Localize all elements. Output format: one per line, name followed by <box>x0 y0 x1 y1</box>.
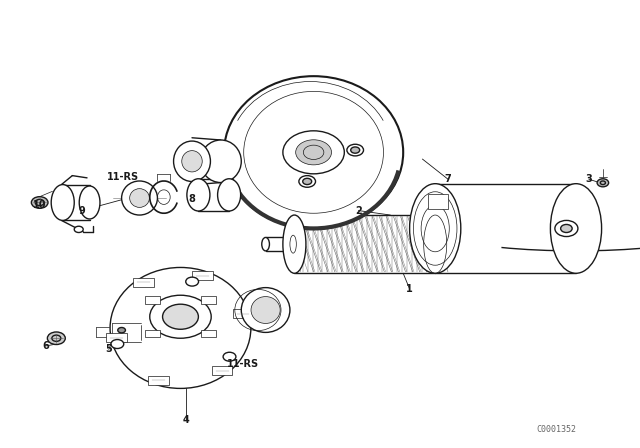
Text: 9: 9 <box>79 206 85 215</box>
Ellipse shape <box>110 267 251 388</box>
Ellipse shape <box>130 189 149 207</box>
Circle shape <box>299 176 316 187</box>
Text: 10: 10 <box>33 200 47 210</box>
FancyBboxPatch shape <box>193 271 213 280</box>
Ellipse shape <box>251 297 280 323</box>
Ellipse shape <box>79 186 100 219</box>
FancyBboxPatch shape <box>145 330 160 337</box>
Circle shape <box>347 144 364 156</box>
Ellipse shape <box>410 184 461 273</box>
Circle shape <box>303 178 312 185</box>
Ellipse shape <box>262 237 269 251</box>
Text: 6: 6 <box>43 341 49 351</box>
Ellipse shape <box>182 151 202 172</box>
Ellipse shape <box>187 179 210 211</box>
Circle shape <box>47 332 65 345</box>
Ellipse shape <box>122 181 157 215</box>
Ellipse shape <box>218 179 241 211</box>
Ellipse shape <box>51 185 74 220</box>
Ellipse shape <box>224 76 403 228</box>
FancyBboxPatch shape <box>201 297 216 304</box>
Text: 8: 8 <box>189 194 195 204</box>
Circle shape <box>118 327 125 333</box>
Circle shape <box>597 179 609 187</box>
Text: C0001352: C0001352 <box>537 425 577 434</box>
Ellipse shape <box>200 140 241 182</box>
Circle shape <box>283 131 344 174</box>
Circle shape <box>111 340 124 349</box>
Ellipse shape <box>421 205 449 252</box>
Circle shape <box>351 147 360 153</box>
Ellipse shape <box>241 288 290 332</box>
Circle shape <box>31 197 48 208</box>
FancyBboxPatch shape <box>106 333 127 342</box>
FancyBboxPatch shape <box>201 330 216 337</box>
Ellipse shape <box>550 184 602 273</box>
Ellipse shape <box>290 235 296 253</box>
Ellipse shape <box>283 215 306 273</box>
FancyBboxPatch shape <box>133 278 154 287</box>
FancyBboxPatch shape <box>148 376 168 385</box>
Circle shape <box>150 295 211 338</box>
Text: 11-RS: 11-RS <box>227 359 259 369</box>
Text: 2: 2 <box>355 206 362 215</box>
Circle shape <box>163 304 198 329</box>
FancyBboxPatch shape <box>145 297 160 304</box>
Circle shape <box>561 224 572 233</box>
Circle shape <box>223 352 236 361</box>
Circle shape <box>186 277 198 286</box>
FancyBboxPatch shape <box>428 194 448 209</box>
Text: 7: 7 <box>445 174 451 184</box>
Ellipse shape <box>244 91 383 213</box>
Circle shape <box>74 226 83 233</box>
Circle shape <box>555 220 578 237</box>
Text: 11-RS: 11-RS <box>107 172 139 182</box>
Text: 3: 3 <box>586 174 592 184</box>
Text: 5: 5 <box>106 345 112 354</box>
Circle shape <box>296 140 332 165</box>
FancyBboxPatch shape <box>233 309 253 318</box>
FancyBboxPatch shape <box>212 366 232 375</box>
Text: 1: 1 <box>406 284 413 294</box>
Text: 4: 4 <box>182 415 189 425</box>
Ellipse shape <box>173 141 211 181</box>
